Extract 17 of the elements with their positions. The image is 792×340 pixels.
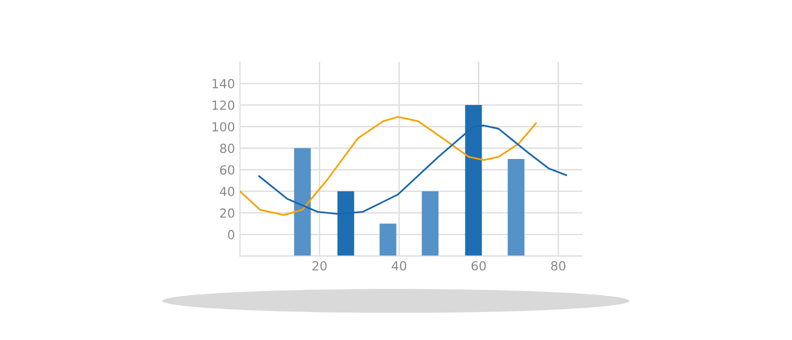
x-tick-label: 40: [392, 261, 406, 271]
x-tick-label: 80: [551, 261, 566, 271]
x-tick-label: 20: [312, 261, 327, 271]
y-tick-label: 80: [220, 144, 234, 154]
bar: [380, 224, 396, 256]
y-tick-label: 0: [228, 230, 234, 240]
bar: [508, 158, 524, 256]
y-tick-label: 60: [220, 165, 234, 175]
bar: [294, 148, 311, 256]
y-tick-label: 120: [212, 100, 234, 110]
y-tick-label: 100: [212, 122, 234, 132]
y-tick-label: 140: [212, 78, 234, 88]
y-tick-label: 40: [220, 186, 234, 196]
line-series: [240, 116, 537, 216]
bar: [422, 191, 438, 256]
y-tick-label: 20: [220, 208, 234, 218]
x-tick-label: 60: [472, 261, 486, 271]
